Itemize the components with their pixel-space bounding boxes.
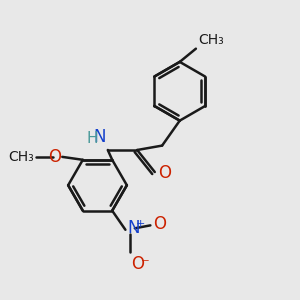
Text: O: O xyxy=(153,215,166,233)
Text: N: N xyxy=(94,128,106,146)
Text: CH₃: CH₃ xyxy=(9,150,34,164)
Text: O: O xyxy=(48,148,61,166)
Text: H: H xyxy=(87,131,98,146)
Text: +: + xyxy=(136,220,145,230)
Text: CH₃: CH₃ xyxy=(198,34,224,47)
Text: N: N xyxy=(128,219,140,237)
Text: ⁻: ⁻ xyxy=(141,255,150,273)
Text: O: O xyxy=(131,255,144,273)
Text: O: O xyxy=(158,164,171,182)
